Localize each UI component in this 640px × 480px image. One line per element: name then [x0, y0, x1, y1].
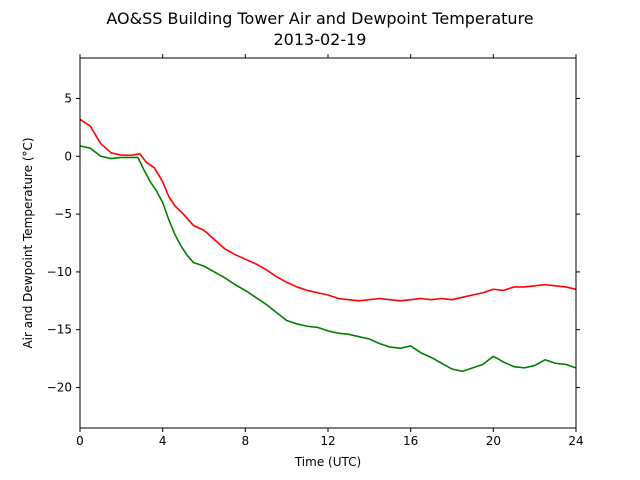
chart-subtitle: 2013-02-19 — [274, 30, 367, 49]
plot-frame — [79, 57, 577, 429]
y-tick-label: −5 — [54, 207, 72, 221]
y-tick-label: 5 — [64, 91, 72, 105]
y-tick-label: −20 — [47, 381, 72, 395]
series-line-0 — [79, 118, 577, 302]
x-axis-label: Time (UTC) — [294, 455, 361, 469]
plot-area — [80, 58, 576, 428]
chart-title: AO&SS Building Tower Air and Dewpoint Te… — [106, 9, 533, 28]
x-tick-label: 8 — [242, 434, 250, 448]
y-axis-label: Air and Dewpoint Temperature (°C) — [21, 137, 35, 348]
x-tick-label: 20 — [486, 434, 501, 448]
x-tick-label: 4 — [159, 434, 167, 448]
y-tick-label: −10 — [47, 265, 72, 279]
series-layer — [79, 118, 577, 373]
x-tick-label: 0 — [76, 434, 84, 448]
x-tick-label: 24 — [568, 434, 583, 448]
y-tick-label: 0 — [64, 149, 72, 163]
y-tick-label: −15 — [47, 323, 72, 337]
tick-layer: 0 4 8 12 16 20 24 5 0 −5 −10 −15 −20 — [47, 54, 584, 448]
x-tick-label: 12 — [320, 434, 335, 448]
x-tick-label: 16 — [403, 434, 418, 448]
series-line-1 — [79, 145, 577, 373]
